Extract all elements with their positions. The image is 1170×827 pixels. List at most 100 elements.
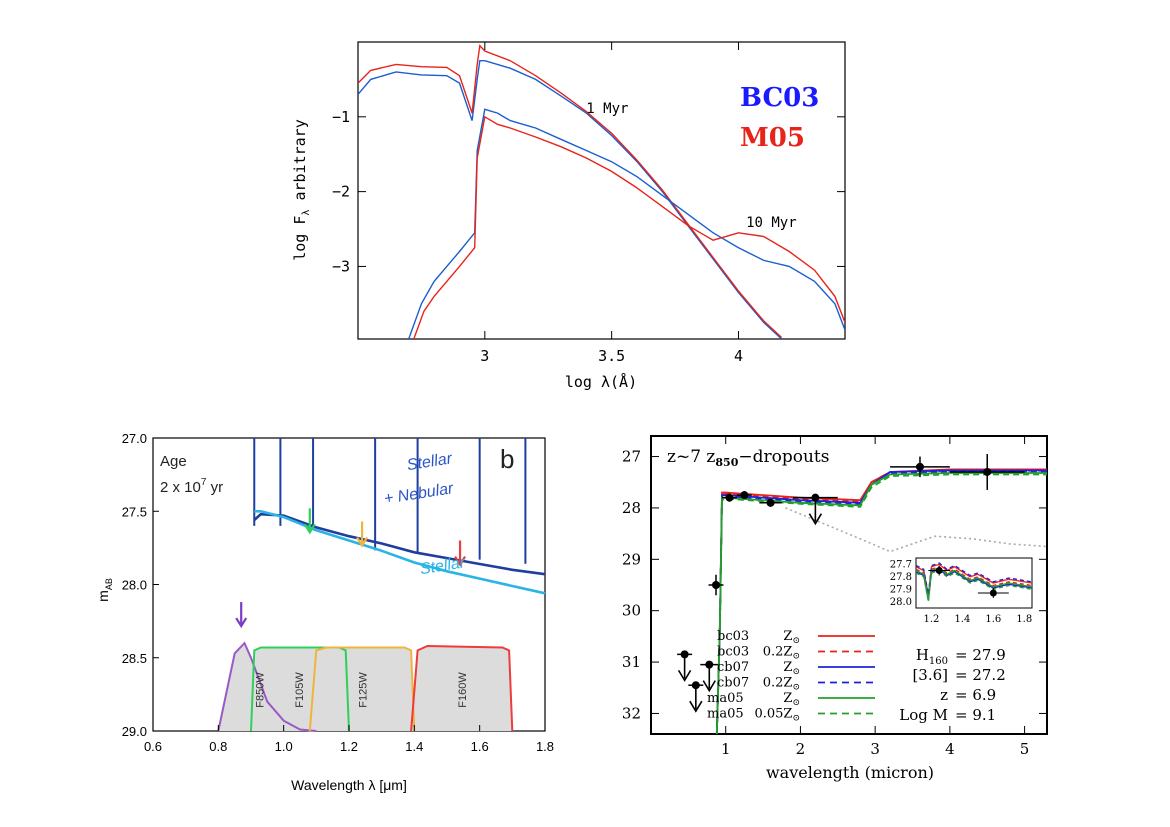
dropout-x-tick-label: 5 — [1020, 740, 1030, 758]
filter-ticks-group: 0.6 0.8 1.0 1.2 1.4 1.6 1.8 27.0 27.5 28.0 28.5 29.… — [122, 431, 554, 754]
inset-group: 1.2 1.4 1.6 1.8 27.7 27.827.9 28.0 — [890, 557, 1033, 625]
fit-stat-label: [3.6] — [912, 666, 948, 684]
filter-x-tick-label: 0.8 — [209, 739, 227, 754]
filter-label-f105w: F105W — [294, 672, 306, 708]
legend-model-ma05-5: ma05 — [707, 707, 744, 722]
legend-metallicity: Z⊙ — [783, 691, 800, 708]
inset-lines — [916, 562, 1032, 602]
inset-point — [935, 567, 943, 574]
inset-x-tick-label: 1.8 — [1016, 614, 1032, 625]
filter-fill-f160w — [411, 646, 513, 731]
sed-y-tick-label: −2 — [332, 183, 350, 201]
curve-label: Stellar — [419, 554, 467, 578]
legend-metallicity: 0.2Z⊙ — [763, 645, 800, 662]
photometry-point — [766, 498, 775, 507]
filter-y-tick-label: 27.0 — [122, 431, 147, 446]
fit-stat-label: Log M — [899, 706, 948, 724]
dropout-y-tick-label: 32 — [622, 704, 641, 722]
filter-y-tick-label: 28.0 — [122, 578, 147, 593]
dropout-y-tick-label: 28 — [622, 499, 641, 517]
inset-y-tick-label: 27.9 — [890, 584, 912, 595]
upper-limit-head — [702, 680, 716, 693]
sed-line-m05-10myr — [413, 115, 845, 339]
legend-metallicity: 0.05Z⊙ — [754, 707, 800, 724]
filter-curve-f160w — [410, 644, 514, 732]
inset-x-tick-label: 1.6 — [985, 614, 1001, 625]
sed-annotation-10myr: 10 Myr — [746, 215, 797, 231]
filter-y-tick-label: 28.5 — [122, 651, 147, 666]
filter-panel: F850W F105W F125W F160W 0.6 0.8 1.0 1.2 1.4 1.6 1… — [95, 431, 554, 793]
panel-label-b: b — [500, 444, 514, 474]
sed-series-group — [358, 44, 845, 339]
filter-y-axis-label: mAB — [95, 578, 114, 602]
filter-y-tick-label: 27.5 — [122, 504, 147, 519]
inset-line — [916, 569, 1032, 602]
inset-x-tick-label: 1.2 — [924, 614, 940, 625]
sed-line-m05-1myr — [358, 44, 783, 339]
sed-x-tick-label: 3 — [480, 347, 489, 365]
dropout-title: z~7 z850−dropouts — [667, 447, 829, 469]
model-legend-group: bc03 Z⊙ bc03 0.2Z⊙ cb07 Z⊙ cb07 0.2Z⊙ ma05 Z⊙ ma05… — [707, 629, 875, 724]
inset-y-tick-label: 28.0 — [890, 597, 912, 608]
filter-x-tick-label: 1.0 — [275, 739, 293, 754]
dropout-panel: 1 2 3 4 5 27 28 29 30 31 32 1.2 1.4 1.6 1.8 27.7 27.827… — [622, 435, 1048, 782]
filter-x-tick-label: 0.6 — [144, 739, 162, 754]
filter-label-f125w: F125W — [358, 672, 370, 708]
age-value: 2 x 107 yr — [160, 477, 223, 496]
photometry-point — [915, 462, 924, 471]
fit-stat-value: = 9.1 — [955, 706, 996, 724]
filter-curve-f125w — [308, 646, 416, 732]
photometry-point — [680, 650, 689, 659]
filter-label-f850w: F850W — [255, 672, 267, 708]
inset-line — [916, 562, 1032, 595]
filter-x-tick-label: 1.6 — [471, 739, 489, 754]
model-line-ma05-0-05z — [715, 473, 1047, 734]
legend-model-bc03-1: bc03 — [717, 645, 749, 660]
band-arrow-head — [303, 523, 316, 535]
band-arrow-head — [356, 536, 368, 548]
sed-panel: 3 3.5 4 −1 −2 −3 log λ(Å) log Fλ arbitrary 1 … — [291, 41, 846, 391]
filter-curve-f105w — [250, 646, 350, 732]
sed-y-tick-label: −1 — [332, 108, 350, 126]
legend-metallicity: Z⊙ — [783, 660, 800, 677]
dropout-x-tick-label: 1 — [721, 740, 731, 758]
photometry-point — [983, 467, 992, 476]
inset-y-tick-label: 27.8 — [890, 572, 912, 583]
legend-model-cb07-3: cb07 — [717, 676, 749, 691]
filter-x-tick-label: 1.2 — [340, 739, 358, 754]
fit-stat-value: = 27.9 — [955, 646, 1006, 664]
dropout-x-tick-label: 4 — [945, 740, 955, 758]
dropout-x-tick-label: 3 — [870, 740, 880, 758]
fit-stat-value: = 27.2 — [955, 666, 1006, 684]
emission-lines-group — [253, 438, 527, 564]
fit-stat-label: z — [940, 686, 948, 704]
fit-stats-group: H160 = 27.9 [3.6] = 27.2 z = 6.9 Log M = 9.1 — [899, 646, 1005, 724]
upper-limit-head — [689, 700, 703, 713]
curve-label: Stellar — [406, 450, 454, 474]
sed-line-bc03-10myr — [408, 108, 845, 339]
photometry-point — [811, 493, 820, 502]
filter-fill-f125w — [309, 647, 415, 731]
legend-model-ma05-4: ma05 — [707, 691, 744, 706]
sed-x-tick-label: 3.5 — [598, 347, 625, 365]
upper-limit-head — [677, 669, 692, 682]
dropout-x-axis-label: wavelength (micron) — [766, 763, 934, 782]
legend-metallicity: 0.2Z⊙ — [763, 676, 800, 693]
legend-model-bc03-0: bc03 — [717, 629, 749, 644]
inset-x-tick-label: 1.4 — [954, 614, 970, 625]
sed-line-bc03-1myr — [358, 60, 783, 339]
sed-y-tick-label: −3 — [332, 257, 350, 275]
legend-bc03: BC03 — [740, 83, 819, 113]
band-arrow-head — [454, 555, 466, 567]
dropout-ticks-group: 1 2 3 4 5 27 28 29 30 31 32 — [622, 436, 1047, 758]
model-line-cb07-0-2z — [715, 471, 1047, 734]
legend-model-cb07-2: cb07 — [717, 660, 749, 675]
photometry-point — [712, 581, 721, 589]
filter-fill-f850w — [218, 643, 317, 731]
stellar-series-group — [253, 510, 546, 595]
band-arrows-group — [235, 508, 466, 629]
age-label: Age — [160, 453, 187, 470]
filter-x-axis-label: Wavelength λ [μm] — [291, 777, 407, 793]
stellar-line-stellar — [254, 510, 546, 595]
